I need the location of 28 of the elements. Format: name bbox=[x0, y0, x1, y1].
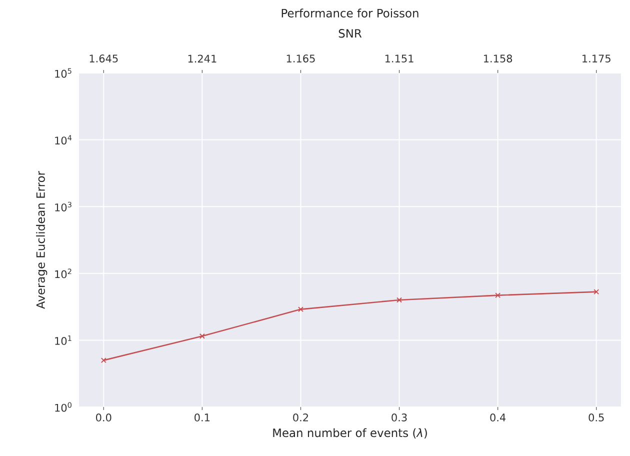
x2-axis-title: SNR bbox=[338, 29, 362, 38]
annotation: 1.241 bbox=[188, 54, 216, 62]
point bbox=[495, 292, 501, 298]
y-tick-label: 10$^{2}$ bbox=[55, 268, 72, 278]
x-tick-label: 0.5 bbox=[588, 414, 604, 422]
point bbox=[298, 306, 304, 312]
annotation: 1.165 bbox=[286, 54, 315, 62]
y-tick-label: 10$^{1}$ bbox=[55, 335, 72, 345]
annotation: 1.158 bbox=[484, 54, 512, 62]
y-tick-label: 10$^{3}$ bbox=[55, 202, 72, 212]
x-tick-label: 0.4 bbox=[490, 414, 506, 422]
y-tick-label: 10$^{5}$ bbox=[55, 68, 72, 78]
point bbox=[396, 297, 402, 303]
y-tick-label: 10$^{4}$ bbox=[55, 135, 72, 145]
y-axis-title: Average Euclidean Error bbox=[36, 170, 48, 309]
annotation: 1.645 bbox=[90, 54, 118, 62]
x-tick-label: 0.2 bbox=[293, 414, 308, 422]
point bbox=[100, 358, 106, 364]
annotation: 1.175 bbox=[582, 54, 610, 62]
point bbox=[594, 289, 600, 295]
annotation: 1.151 bbox=[385, 54, 414, 62]
chart-title: Performance for Poisson bbox=[282, 8, 418, 18]
x-tick-label: 0.3 bbox=[392, 414, 407, 422]
x-axis-title: Mean number of events (λ) bbox=[273, 428, 427, 438]
x-tick-label: 0.0 bbox=[96, 414, 112, 422]
y-tick-label: 10$^{0}$ bbox=[55, 402, 72, 412]
x-tick-label: 0.1 bbox=[194, 414, 210, 422]
point bbox=[199, 333, 205, 339]
